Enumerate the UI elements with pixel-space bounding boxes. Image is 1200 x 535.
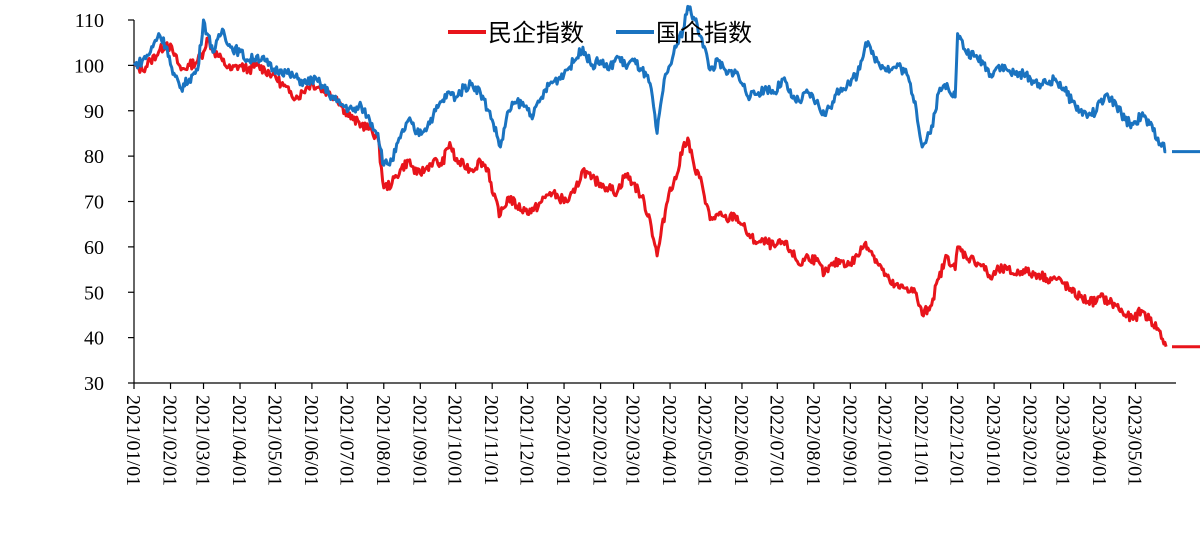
x-tick-label: 2022/09/01 bbox=[838, 395, 860, 486]
x-tick-label: 2021/11/01 bbox=[480, 395, 502, 485]
x-tick-label: 2021/01/01 bbox=[122, 395, 144, 486]
x-tick-label: 2022/11/01 bbox=[910, 395, 932, 485]
x-tick-label: 2023/03/01 bbox=[1052, 395, 1074, 486]
x-tick-label: 2021/05/01 bbox=[263, 395, 285, 486]
y-tick-label: 50 bbox=[84, 282, 104, 304]
legend-label-state: 国企指数 bbox=[656, 19, 752, 47]
y-tick-label: 90 bbox=[84, 101, 104, 123]
x-tick-label: 2021/10/01 bbox=[444, 395, 466, 486]
y-tick-label: 30 bbox=[84, 373, 104, 395]
y-tick-label: 80 bbox=[84, 146, 104, 168]
x-tick-label: 2022/05/01 bbox=[693, 395, 715, 486]
y-axis: 30 40 50 60 70 80 90 100 110 bbox=[74, 10, 135, 395]
x-tick-label: 2022/08/01 bbox=[802, 395, 824, 486]
x-tick-label: 2021/06/01 bbox=[300, 395, 322, 486]
x-tick-label: 2022/10/01 bbox=[874, 395, 896, 486]
x-axis: 2021/01/01 2021/02/01 2021/03/01 2021/04/01… bbox=[122, 382, 1176, 486]
legend-label-private: 民企指数 bbox=[488, 19, 584, 47]
x-tick-label: 2022/07/01 bbox=[765, 395, 787, 486]
y-tick-label: 110 bbox=[75, 10, 104, 32]
x-tick-label: 2022/01/01 bbox=[552, 395, 574, 486]
x-tick-label: 2022/02/01 bbox=[589, 395, 611, 486]
y-tick-label: 100 bbox=[74, 55, 104, 77]
x-tick-label: 2021/03/01 bbox=[192, 395, 214, 486]
x-tick-label: 2023/04/01 bbox=[1088, 395, 1110, 486]
x-tick-label: 2021/12/01 bbox=[516, 395, 538, 486]
x-tick-label: 2023/05/01 bbox=[1123, 395, 1145, 486]
series-line-1 bbox=[132, 4, 1167, 167]
series-line-0 bbox=[132, 36, 1168, 348]
y-tick-label: 70 bbox=[84, 192, 104, 214]
x-tick-label: 2022/04/01 bbox=[658, 395, 680, 486]
x-tick-label: 2022/06/01 bbox=[730, 395, 752, 486]
series-layer bbox=[132, 4, 1200, 349]
x-tick-label: 2021/04/01 bbox=[228, 395, 250, 486]
x-tick-label: 2022/12/01 bbox=[946, 395, 968, 486]
x-tick-label: 2023/01/01 bbox=[982, 395, 1004, 486]
x-tick-label: 2021/02/01 bbox=[159, 395, 181, 486]
x-tick-label: 2021/08/01 bbox=[372, 395, 394, 486]
legend: 民企指数 国企指数 bbox=[448, 19, 752, 47]
x-tick-label: 2022/03/01 bbox=[622, 395, 644, 486]
y-tick-label: 40 bbox=[84, 328, 104, 350]
x-tick-label: 2021/07/01 bbox=[335, 395, 357, 486]
x-tick-label: 2021/09/01 bbox=[408, 395, 430, 486]
x-tick-label: 2023/02/01 bbox=[1019, 395, 1041, 486]
y-tick-label: 60 bbox=[84, 237, 104, 259]
